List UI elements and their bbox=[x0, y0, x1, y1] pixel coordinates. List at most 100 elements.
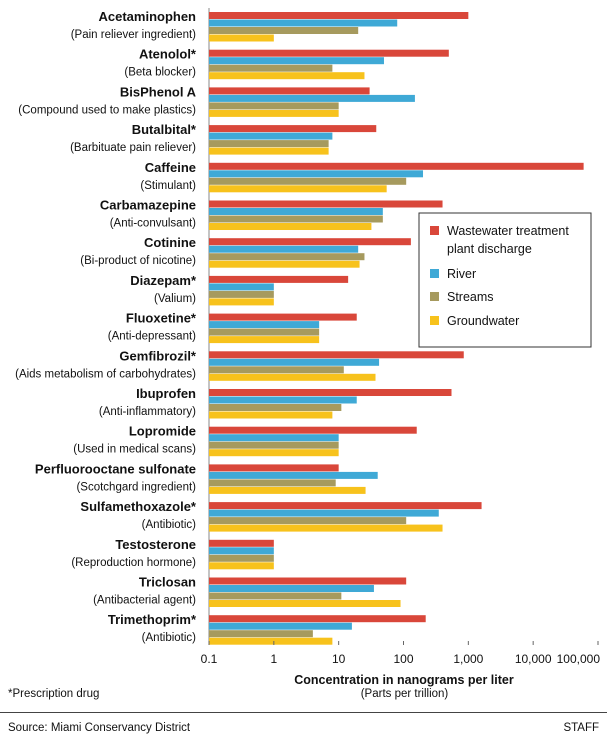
bar-cotinine-streams bbox=[209, 253, 365, 261]
bar-cotinine-wastewater bbox=[209, 238, 411, 246]
bar-bisphenol-a-groundwater bbox=[209, 109, 339, 117]
bar-fluoxetine--groundwater bbox=[209, 336, 320, 344]
legend-swatch bbox=[430, 269, 439, 278]
bar-sulfamethoxazole--streams bbox=[209, 517, 407, 525]
bar-testosterone-groundwater bbox=[209, 562, 274, 570]
bar-acetaminophen-wastewater bbox=[209, 12, 469, 19]
legend-label: Streams bbox=[447, 290, 494, 304]
compound-name: Diazepam* bbox=[130, 273, 197, 288]
footer-divider bbox=[0, 712, 607, 713]
bar-trimethoprim--streams bbox=[209, 630, 313, 638]
legend-label: River bbox=[447, 267, 476, 281]
bar-lopromide-river bbox=[209, 434, 339, 442]
bars-layer bbox=[209, 12, 584, 645]
compound-name: Cotinine bbox=[144, 235, 196, 250]
legend-swatch bbox=[430, 316, 439, 325]
bar-caffeine-streams bbox=[209, 177, 407, 185]
bar-diazepam--groundwater bbox=[209, 298, 274, 306]
compound-name: Ibuprofen bbox=[136, 386, 196, 401]
bar-fluoxetine--streams bbox=[209, 328, 320, 336]
bar-carbamazepine-groundwater bbox=[209, 223, 372, 230]
compound-name: Perfluorooctane sulfonate bbox=[35, 461, 196, 476]
compound-description: (Anti-depressant) bbox=[108, 331, 196, 343]
legend-swatch bbox=[430, 226, 439, 235]
compound-name: Fluoxetine* bbox=[126, 311, 197, 326]
bar-trimethoprim--wastewater bbox=[209, 615, 426, 623]
x-tick-label: 100,000 bbox=[557, 652, 601, 666]
source-note: Source: Miami Conservancy District bbox=[8, 722, 191, 734]
bar-bisphenol-a-streams bbox=[209, 102, 339, 110]
x-tick-label: 1 bbox=[270, 652, 277, 666]
compound-name: Lopromide bbox=[129, 424, 196, 439]
legend-box bbox=[418, 212, 592, 348]
bar-atenolol--river bbox=[209, 57, 384, 65]
compound-description: (Barbituate pain reliever) bbox=[70, 142, 196, 154]
compound-description: (Bi-product of nicotine) bbox=[80, 255, 196, 267]
compound-name: Caffeine bbox=[145, 160, 196, 175]
bar-carbamazepine-river bbox=[209, 208, 383, 215]
legend-swatch bbox=[430, 292, 439, 301]
bar-ibuprofen-wastewater bbox=[209, 389, 452, 396]
compound-name: Sulfamethoxazole* bbox=[80, 499, 197, 514]
compound-name: BisPhenol A bbox=[120, 84, 197, 99]
bar-triclosan-streams bbox=[209, 592, 342, 600]
bar-butalbital--groundwater bbox=[209, 147, 329, 155]
compound-description: (Antibiotic) bbox=[142, 519, 196, 531]
bar-diazepam--river bbox=[209, 283, 274, 291]
bar-atenolol--streams bbox=[209, 64, 333, 72]
bar-ibuprofen-streams bbox=[209, 404, 342, 411]
compound-name: Carbamazepine bbox=[100, 198, 196, 213]
legend-label: Groundwater bbox=[447, 314, 519, 328]
compound-description: (Antibiotic) bbox=[142, 632, 196, 644]
compound-description: (Stimulant) bbox=[140, 180, 196, 192]
bar-acetaminophen-streams bbox=[209, 27, 359, 34]
bar-lopromide-wastewater bbox=[209, 426, 417, 434]
x-tick-label: 10,000 bbox=[515, 652, 552, 666]
bar-sulfamethoxazole--groundwater bbox=[209, 524, 443, 532]
bar-testosterone-wastewater bbox=[209, 539, 274, 547]
compound-description: (Antibacterial agent) bbox=[93, 595, 196, 607]
bar-carbamazepine-streams bbox=[209, 215, 383, 223]
bar-gemfibrozil--streams bbox=[209, 366, 344, 374]
chart: Acetaminophen (Pain reliever ingredient) A… bbox=[15, 8, 601, 687]
bar-acetaminophen-river bbox=[209, 19, 398, 27]
bar-gemfibrozil--river bbox=[209, 358, 380, 366]
bar-ibuprofen-groundwater bbox=[209, 411, 333, 419]
compound-name: Butalbital* bbox=[132, 122, 197, 137]
bar-testosterone-river bbox=[209, 547, 274, 555]
compound-description: (Pain reliever ingredient) bbox=[71, 29, 196, 41]
x-axis-title: Concentration in nanograms per liter bbox=[294, 673, 514, 687]
compound-description: (Anti-inflammatory) bbox=[99, 406, 196, 418]
bar-diazepam--streams bbox=[209, 290, 274, 298]
bar-sulfamethoxazole--wastewater bbox=[209, 502, 482, 510]
bar-diazepam--wastewater bbox=[209, 275, 349, 283]
bar-cotinine-groundwater bbox=[209, 260, 360, 268]
compound-name: Atenolol* bbox=[139, 47, 197, 62]
compound-name: Testosterone bbox=[115, 537, 196, 552]
bar-bisphenol-a-river bbox=[209, 94, 415, 102]
bar-caffeine-river bbox=[209, 170, 424, 178]
bar-perfluorooctane-sulfonate-wastewater bbox=[209, 464, 339, 472]
compound-name: Trimethoprim* bbox=[108, 612, 197, 627]
legend-label: Wastewater treatment plant discharge bbox=[447, 224, 569, 256]
x-tick-label: 100 bbox=[393, 652, 413, 666]
staff-credit: STAFF bbox=[563, 722, 599, 734]
bar-gemfibrozil--wastewater bbox=[209, 351, 464, 359]
compound-description: (Compound used to make plastics) bbox=[18, 104, 196, 116]
compound-description: (Aids metabolism of carbohydrates) bbox=[15, 368, 196, 380]
bar-triclosan-river bbox=[209, 585, 374, 592]
bar-acetaminophen-groundwater bbox=[209, 34, 274, 42]
bar-trimethoprim--river bbox=[209, 622, 352, 630]
compound-name: Triclosan bbox=[139, 575, 196, 590]
compound-description: (Beta blocker) bbox=[124, 67, 196, 79]
bar-sulfamethoxazole--river bbox=[209, 509, 439, 517]
bar-perfluorooctane-sulfonate-groundwater bbox=[209, 486, 366, 494]
bar-lopromide-streams bbox=[209, 441, 339, 449]
compound-description: (Reproduction hormone) bbox=[71, 557, 196, 569]
bar-butalbital--streams bbox=[209, 140, 329, 148]
bar-perfluorooctane-sulfonate-streams bbox=[209, 479, 336, 487]
bar-gemfibrozil--groundwater bbox=[209, 373, 376, 381]
labels-layer: Acetaminophen (Pain reliever ingredient) A… bbox=[15, 9, 197, 644]
x-tick-label: 1,000 bbox=[453, 652, 483, 666]
bar-fluoxetine--river bbox=[209, 321, 320, 329]
